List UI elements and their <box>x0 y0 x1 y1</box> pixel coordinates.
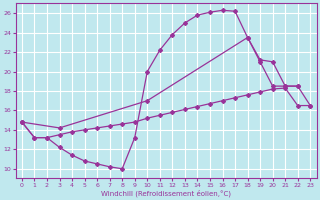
X-axis label: Windchill (Refroidissement éolien,°C): Windchill (Refroidissement éolien,°C) <box>101 189 231 197</box>
